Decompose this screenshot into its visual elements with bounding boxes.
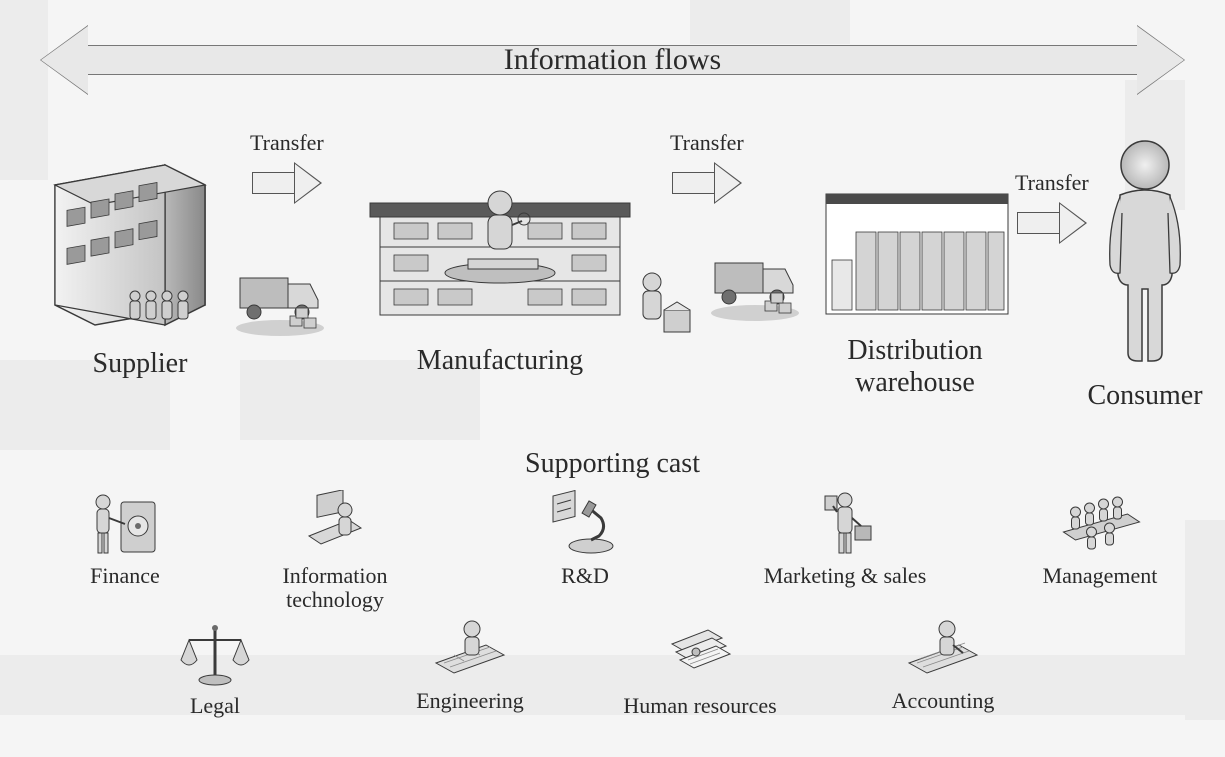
documents-icon <box>660 620 740 690</box>
computer-icon <box>295 490 375 560</box>
manufacturing-label: Manufacturing <box>380 345 620 377</box>
person-icon <box>1090 135 1200 375</box>
support-accounting: Accounting <box>858 615 1028 713</box>
supporting-cast-title: Supporting cast <box>0 448 1225 480</box>
information-flows-arrow: Information flows <box>40 25 1185 95</box>
transfer-arrow-3: Transfer <box>1015 170 1089 244</box>
supplier-node <box>35 150 245 345</box>
transfer-label-2: Transfer <box>670 130 744 156</box>
building-icon <box>35 150 245 345</box>
support-marketing-label: Marketing & sales <box>740 564 950 588</box>
support-it: Information technology <box>250 490 420 612</box>
consumer-node <box>1090 135 1200 375</box>
manufacturing-node <box>360 155 640 340</box>
support-legal: Legal <box>155 620 275 718</box>
transfer-arrow-2: Transfer <box>670 130 744 204</box>
ledger-icon <box>903 615 983 685</box>
safe-icon <box>85 490 165 560</box>
blueprint-icon <box>430 615 510 685</box>
support-management: Management <box>1010 490 1190 588</box>
transfer-label-1: Transfer <box>250 130 324 156</box>
support-legal-label: Legal <box>155 694 275 718</box>
support-engineering-label: Engineering <box>385 689 555 713</box>
factory-icon <box>360 155 640 340</box>
worker-box-icon <box>630 270 700 345</box>
support-hr: Human resources <box>600 620 800 718</box>
support-it-label: Information technology <box>250 564 420 612</box>
supplier-label: Supplier <box>60 348 220 380</box>
support-finance-label: Finance <box>55 564 195 588</box>
transfer-arrow-1: Transfer <box>250 130 324 204</box>
meeting-icon <box>1053 490 1148 560</box>
support-rd: R&D <box>520 490 650 588</box>
warehouse-icon <box>822 190 1012 330</box>
microscope-icon <box>545 490 625 560</box>
support-rd-label: R&D <box>520 564 650 588</box>
scales-icon <box>175 620 255 690</box>
transfer-label-3: Transfer <box>1015 170 1089 196</box>
truck-icon-2 <box>705 245 815 325</box>
support-hr-label: Human resources <box>600 694 800 718</box>
distribution-node <box>822 190 1012 330</box>
support-marketing: Marketing & sales <box>740 490 950 588</box>
support-management-label: Management <box>1010 564 1190 588</box>
truck-icon-1 <box>230 260 340 340</box>
support-accounting-label: Accounting <box>858 689 1028 713</box>
support-engineering: Engineering <box>385 615 555 713</box>
information-flows-label: Information flows <box>504 43 721 77</box>
support-finance: Finance <box>55 490 195 588</box>
briefcase-person-icon <box>805 490 885 560</box>
distribution-label: Distribution warehouse <box>810 335 1020 399</box>
consumer-label: Consumer <box>1070 380 1220 412</box>
